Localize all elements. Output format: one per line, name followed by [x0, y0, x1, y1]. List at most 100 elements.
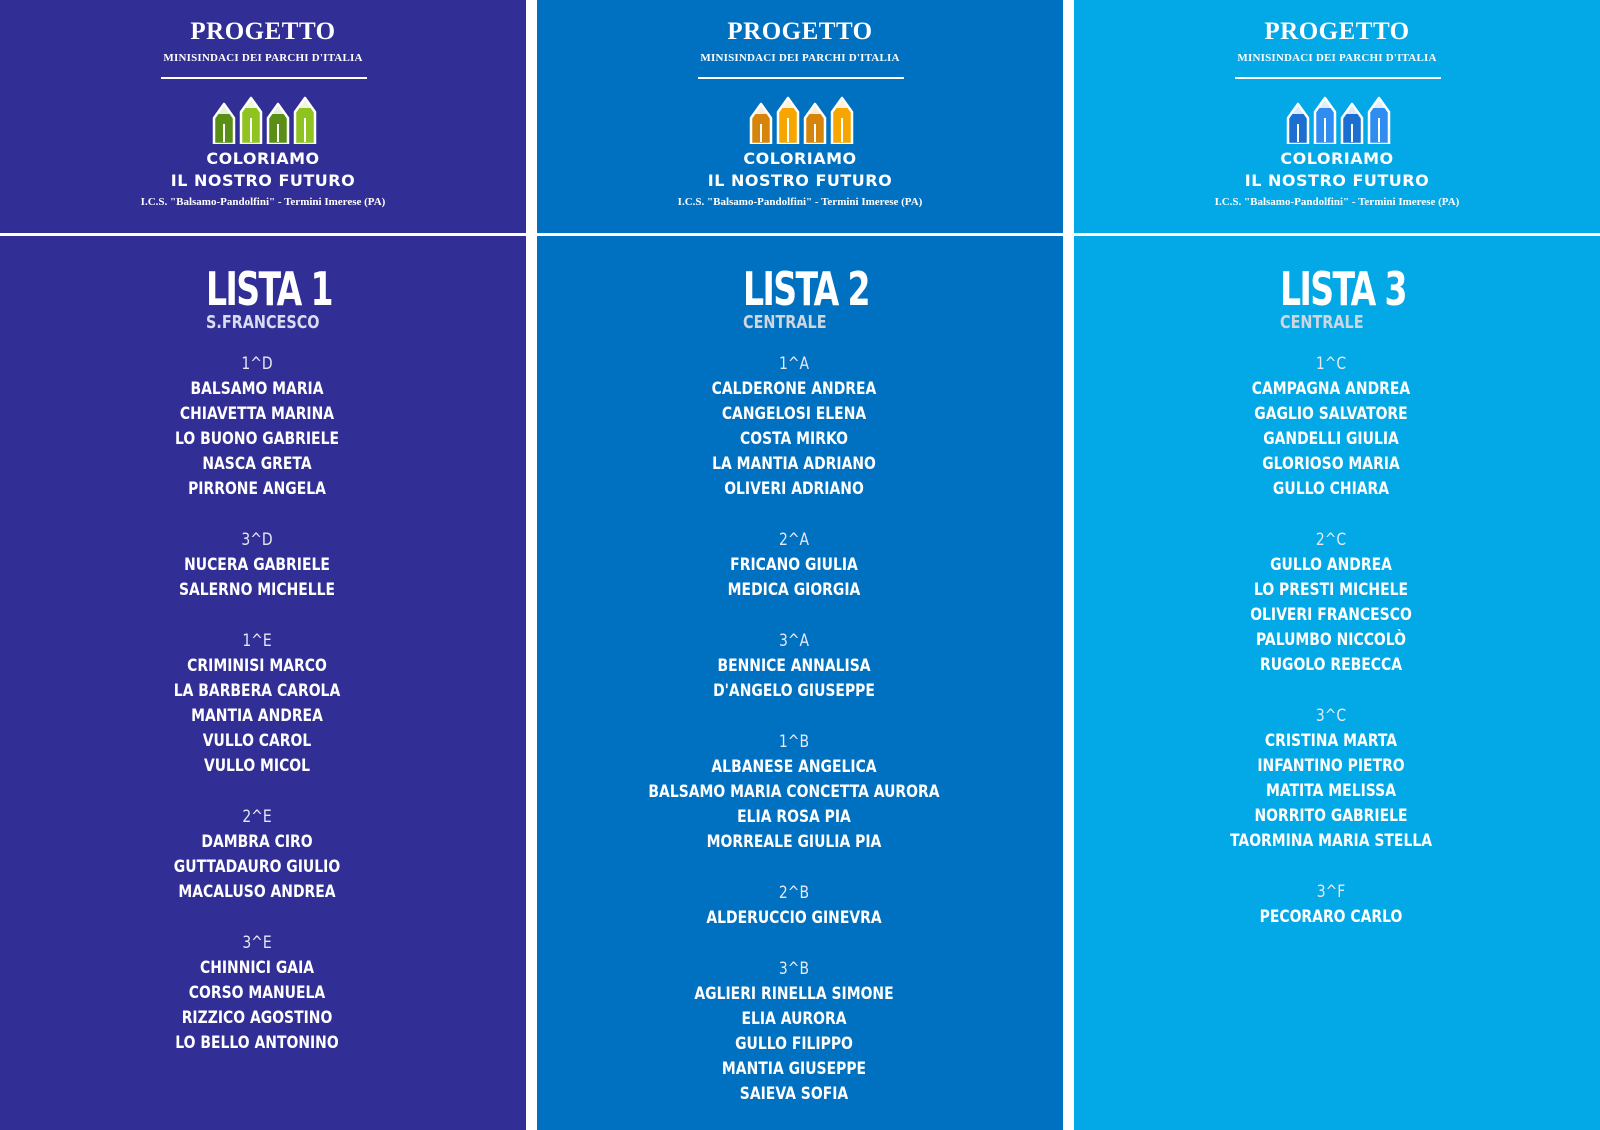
class-group: 3^C CRISTINA MARTA INFANTINO PIETRO MATITA … — [1074, 704, 1588, 854]
student-name: NORRITO GABRIELE — [1254, 806, 1408, 826]
crayon-tip — [1319, 100, 1331, 108]
student-name: GAGLIO SALVATORE — [1254, 404, 1408, 424]
class-label: 3^A — [778, 631, 810, 651]
student-name: GLORIOSO MARIA — [1262, 454, 1400, 474]
student-name: RIZZICO AGOSTINO — [181, 1008, 333, 1028]
list-title: LISTA 2 — [743, 262, 871, 316]
class-label: 3^D — [241, 530, 273, 550]
motto-line-1: COLORIAMO — [743, 149, 857, 168]
school-name: I.C.S. "Balsamo-Pandolfini" - Termini Im… — [677, 196, 923, 208]
student-name: CHIAVETTA MARINA — [179, 404, 335, 424]
class-group: 3^A BENNICE ANNALISA D'ANGELO GIUSEPPE — [537, 629, 1051, 704]
student-name: RUGOLO REBECCA — [1259, 655, 1403, 675]
student-name: LA BARBERA CAROLA — [173, 681, 341, 701]
class-group: 2^E DAMBRA CIRO GUTTADAURO GIULIO MACALUSO … — [0, 805, 514, 905]
list-panel-2: PROGETTO MINISINDACI DEI PARCHI D'ITALIA… — [537, 0, 1063, 1130]
motto-line-2: IL NOSTRO FUTURO — [707, 171, 893, 190]
crayon-tip — [809, 106, 821, 114]
student-name: BALSAMO MARIA — [190, 379, 324, 399]
student-name: BENNICE ANNALISA — [717, 656, 871, 676]
header-divider — [0, 233, 526, 236]
crayon-tip — [1373, 100, 1385, 108]
student-name: LO PRESTI MICHELE — [1253, 580, 1409, 600]
crayon-tip — [245, 100, 257, 108]
student-name: GANDELLI GIULIA — [1263, 429, 1399, 449]
student-name: LO BUONO GABRIELE — [175, 429, 339, 449]
crayon-tip — [272, 106, 284, 114]
list-location: S.FRANCESCO — [206, 312, 320, 333]
class-label: 3^E — [242, 933, 272, 953]
student-name: LO BELLO ANTONINO — [175, 1033, 339, 1053]
class-groups: 1^D BALSAMO MARIA CHIAVETTA MARINA LO BUONO… — [0, 352, 514, 1082]
student-name: BALSAMO MARIA CONCETTA AURORA — [648, 782, 940, 802]
school-name: I.C.S. "Balsamo-Pandolfini" - Termini Im… — [140, 196, 386, 208]
student-name: MANTIA GIUSEPPE — [721, 1059, 867, 1079]
crayon-tip — [755, 106, 767, 114]
student-name: CANGELOSI ELENA — [721, 404, 867, 424]
list-location: CENTRALE — [1280, 312, 1364, 333]
project-header: PROGETTO MINISINDACI DEI PARCHI D'ITALIA… — [0, 0, 526, 233]
student-name: GULLO CHIARA — [1272, 479, 1390, 499]
student-name: CHINNICI GAIA — [199, 958, 315, 978]
student-name: CAMPAGNA ANDREA — [1251, 379, 1411, 399]
student-name: OLIVERI ADRIANO — [724, 479, 864, 499]
student-name: D'ANGELO GIUSEPPE — [713, 681, 875, 701]
class-group: 2^B ALDERUCCIO GINEVRA — [537, 881, 1051, 931]
student-name: ELIA AURORA — [741, 1009, 847, 1029]
student-name: PIRRONE ANGELA — [188, 479, 326, 499]
student-name: ALDERUCCIO GINEVRA — [706, 908, 882, 928]
school-name: I.C.S. "Balsamo-Pandolfini" - Termini Im… — [1214, 196, 1460, 208]
student-name: GUTTADAURO GIULIO — [173, 857, 341, 877]
class-label: 2^E — [242, 807, 272, 827]
student-name: CORSO MANUELA — [188, 983, 326, 1003]
class-label: 3^F — [1316, 882, 1346, 902]
class-label: 1^D — [241, 354, 273, 374]
project-title: PROGETTO — [1264, 18, 1410, 45]
class-group: 1^D BALSAMO MARIA CHIAVETTA MARINA LO BUONO… — [0, 352, 514, 502]
motto-line-2: IL NOSTRO FUTURO — [170, 171, 356, 190]
student-name: DAMBRA CIRO — [201, 832, 313, 852]
crayon-tip — [218, 106, 230, 114]
project-header: PROGETTO MINISINDACI DEI PARCHI D'ITALIA… — [537, 0, 1063, 233]
header-rule — [698, 77, 904, 79]
header-divider — [1074, 233, 1600, 236]
class-group: 2^C GULLO ANDREA LO PRESTI MICHELE OLIVERI … — [1074, 528, 1588, 678]
header-rule — [1235, 77, 1441, 79]
class-label: 3^C — [1315, 706, 1347, 726]
motto-line-1: COLORIAMO — [206, 149, 320, 168]
class-label: 1^A — [778, 354, 810, 374]
student-name: CRIMINISI MARCO — [187, 656, 327, 676]
motto-line-1: COLORIAMO — [1280, 149, 1394, 168]
student-name: SALERNO MICHELLE — [178, 580, 336, 600]
crayon-tip — [836, 100, 848, 108]
class-label: 2^A — [778, 530, 810, 550]
class-group: 1^C CAMPAGNA ANDREA GAGLIO SALVATORE GANDEL… — [1074, 352, 1588, 502]
crayons-logo-icon — [212, 96, 317, 144]
class-group: 1^A CALDERONE ANDREA CANGELOSI ELENA COSTA … — [537, 352, 1051, 502]
header-rule — [161, 77, 367, 79]
student-name: MEDICA GIORGIA — [727, 580, 861, 600]
student-name: GULLO FILIPPO — [735, 1034, 853, 1054]
list-panel-3: PROGETTO MINISINDACI DEI PARCHI D'ITALIA… — [1074, 0, 1600, 1130]
class-label: 1^E — [242, 631, 272, 651]
list-panel-1: PROGETTO MINISINDACI DEI PARCHI D'ITALIA… — [0, 0, 526, 1130]
crayon-tip — [299, 100, 311, 108]
crayons-logo-icon — [1286, 96, 1391, 144]
student-name: ELIA ROSA PIA — [737, 807, 851, 827]
list-title: LISTA 1 — [206, 262, 334, 316]
student-name: PALUMBO NICCOLÒ — [1255, 630, 1407, 650]
student-name: AGLIERI RINELLA SIMONE — [694, 984, 894, 1004]
crayon-tip — [1346, 106, 1358, 114]
student-name: CALDERONE ANDREA — [711, 379, 877, 399]
project-subtitle: MINISINDACI DEI PARCHI D'ITALIA — [700, 52, 900, 64]
student-name: NUCERA GABRIELE — [184, 555, 330, 575]
list-title: LISTA 3 — [1280, 262, 1408, 316]
class-group: 2^A FRICANO GIULIA MEDICA GIORGIA — [537, 528, 1051, 603]
student-name: FRICANO GIULIA — [730, 555, 858, 575]
crayon-tip — [1292, 106, 1304, 114]
class-label: 3^B — [778, 959, 810, 979]
student-name: OLIVERI FRANCESCO — [1250, 605, 1412, 625]
student-name: TAORMINA MARIA STELLA — [1229, 831, 1433, 851]
class-group: 3^D NUCERA GABRIELE SALERNO MICHELLE — [0, 528, 514, 603]
